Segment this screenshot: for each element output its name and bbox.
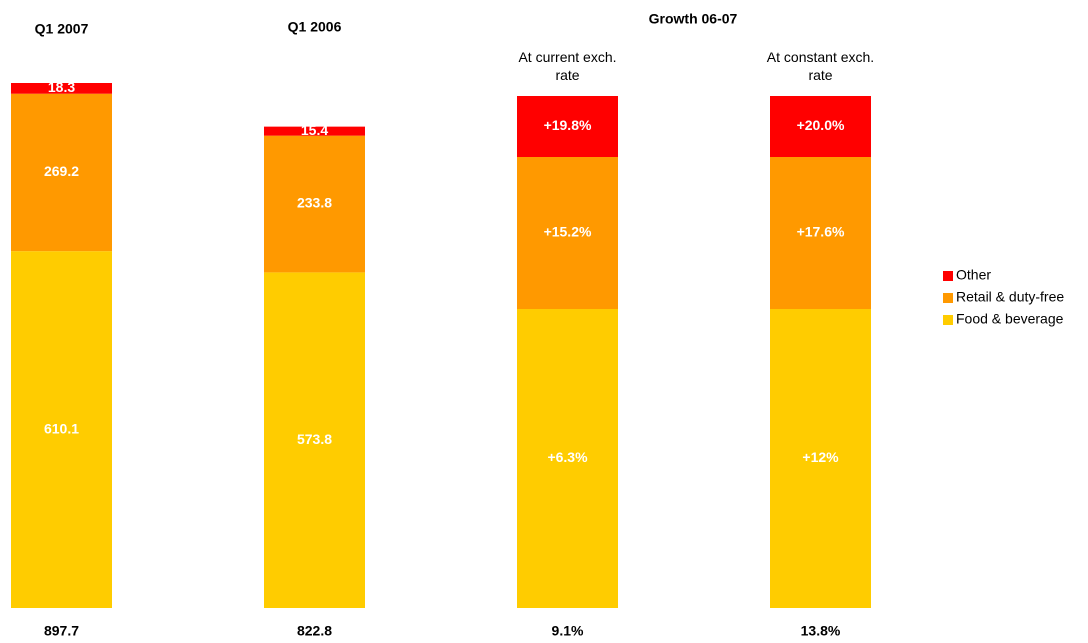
- bar-segment: [264, 135, 365, 273]
- bar-segment: [517, 309, 618, 608]
- data-label: 15.4: [301, 122, 328, 138]
- bar-segment: [264, 272, 365, 608]
- legend-swatch: [943, 293, 953, 303]
- bar-segment: [264, 126, 365, 136]
- bar-segment: [517, 96, 618, 157]
- total-label: 9.1%: [552, 623, 584, 639]
- total-label: 13.8%: [801, 623, 841, 639]
- legend-label: Retail & duty-free: [956, 289, 1064, 305]
- data-label: +6.3%: [547, 449, 588, 465]
- bar-segment: [770, 96, 871, 157]
- data-label: 269.2: [44, 163, 79, 179]
- bar-segment: [770, 157, 871, 309]
- bar-segment: [11, 251, 112, 609]
- category-label: Q1 2007: [35, 21, 89, 37]
- column-subtitle: At current exch. rate: [518, 49, 617, 83]
- bar-segment: [517, 157, 618, 309]
- data-label: 233.8: [297, 195, 332, 211]
- bar-segment: [11, 83, 112, 94]
- data-label: 573.8: [297, 431, 332, 447]
- data-label: +12%: [802, 449, 839, 465]
- bar-segment: [11, 93, 112, 252]
- bar-segment: [770, 309, 871, 608]
- legend-label: Other: [956, 267, 991, 283]
- total-label: 822.8: [297, 623, 332, 639]
- data-label: 610.1: [44, 420, 79, 436]
- data-label: 18.3: [48, 79, 75, 95]
- data-label: +17.6%: [797, 224, 845, 240]
- legend-label: Food & beverage: [956, 311, 1064, 327]
- data-label: +15.2%: [544, 224, 592, 240]
- growth-title: Growth 06-07: [649, 11, 738, 27]
- data-label: +19.8%: [544, 117, 592, 133]
- legend-swatch: [943, 315, 953, 325]
- category-label: Q1 2006: [288, 19, 342, 35]
- data-label: +20.0%: [797, 117, 845, 133]
- legend-swatch: [943, 271, 953, 281]
- total-label: 897.7: [44, 623, 79, 639]
- column-subtitle: At constant exch. rate: [766, 49, 875, 83]
